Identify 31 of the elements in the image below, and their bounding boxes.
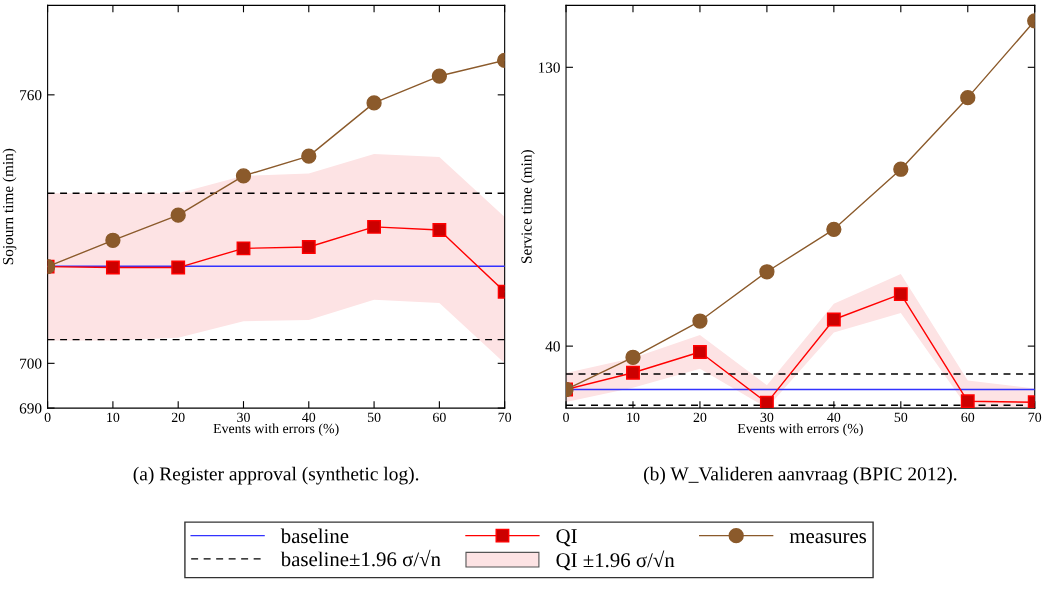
x-tick-label: 30 xyxy=(237,412,250,423)
x-tick-label: 0 xyxy=(44,412,51,423)
x-tick-label: 40 xyxy=(827,412,841,423)
y-tick-label: 690 xyxy=(19,403,42,414)
x-tick-label: 10 xyxy=(627,412,640,423)
text: (b) W_Valideren aanvraag (BPIC 2012). xyxy=(644,466,957,485)
y-tick-label: 130 xyxy=(538,62,560,73)
x-axis-title: Events with errors (%) xyxy=(737,423,863,437)
text: QI ±1.96 σ/√n xyxy=(556,550,675,571)
x-tick-label: 20 xyxy=(171,412,185,423)
x-tick-label: 20 xyxy=(693,412,707,423)
x-tick-label: 30 xyxy=(760,412,774,423)
x-tick-label: 10 xyxy=(107,412,120,423)
x-tick-label: 50 xyxy=(367,412,381,423)
legend-label: measures xyxy=(789,533,867,544)
y-axis-title: Sojourn time (min) xyxy=(2,148,17,265)
legend-label: QI xyxy=(556,529,577,547)
x-tick-label: 70 xyxy=(1028,412,1042,423)
x-tick-label: 60 xyxy=(961,412,975,423)
x-tick-label: 60 xyxy=(433,412,446,423)
x-tick-label: 50 xyxy=(894,412,908,423)
x-axis-title: Events with errors (%) xyxy=(213,423,339,437)
y-axis-title: Service time (min) xyxy=(520,150,535,263)
text: (a) Register approval (synthetic log). xyxy=(133,466,419,485)
legend-label: baseline xyxy=(280,528,349,544)
x-tick-label: 40 xyxy=(302,412,316,423)
legend-label: baseline±1.96 σ/√n xyxy=(280,549,441,567)
x-tick-label: 70 xyxy=(498,412,512,423)
y-tick-label: 760 xyxy=(20,89,42,101)
x-tick-label: 0 xyxy=(563,412,569,423)
y-tick-label: 700 xyxy=(20,358,42,369)
